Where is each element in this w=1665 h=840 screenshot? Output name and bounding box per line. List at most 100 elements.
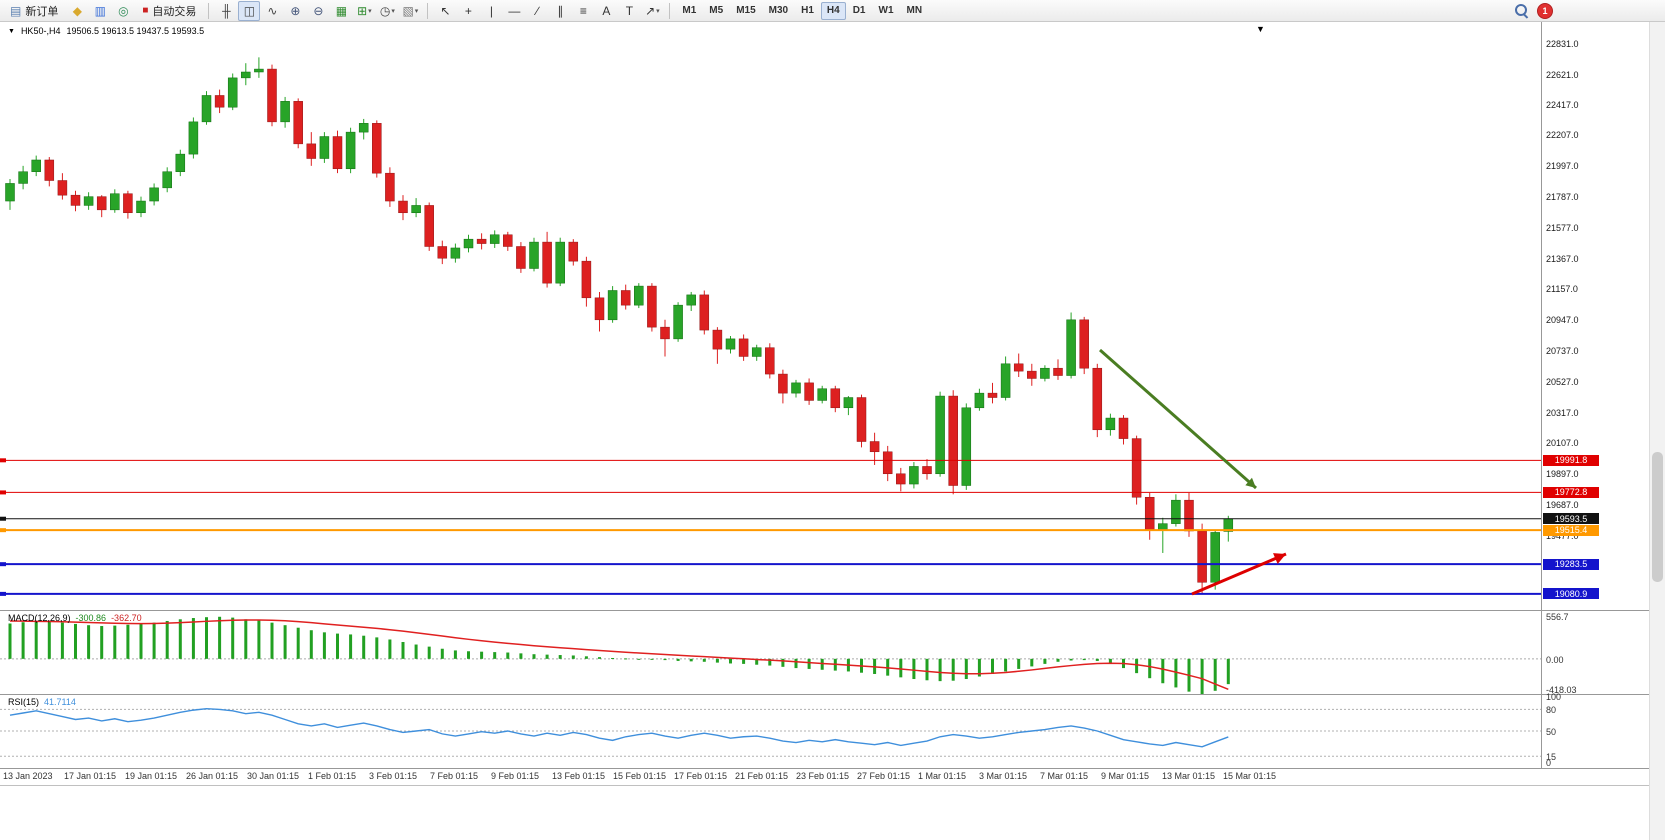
fibonacci-icon: ≡ [579,3,587,18]
auto-trading-button[interactable]: ■ 自动交易 [136,1,202,21]
crosshair-button[interactable]: + [457,1,479,21]
price-axis-border [1541,22,1542,769]
arrows-button[interactable]: ↗ ▾ [641,1,663,21]
price-tag: 19080.9 [1543,588,1599,600]
label-button[interactable]: T [618,1,640,21]
timeframe-m15-button[interactable]: M15 [736,5,756,16]
arrows-dropdown-icon[interactable]: ▾ [656,7,660,15]
templates-icon: ▧ [402,3,414,18]
navigator-icon: ◎ [118,3,129,18]
time-axis-label: 23 Feb 01:15 [796,771,850,781]
timeframe-m5-button[interactable]: M5 [709,5,724,16]
price-axis-label: 20317.0 [1546,407,1579,418]
timeframe-w1-button[interactable]: W1 [878,5,894,16]
trendline-button[interactable]: ∕ [526,1,548,21]
time-axis-label: 1 Mar 01:15 [918,771,967,781]
time-axis-label: 7 Feb 01:15 [430,771,479,781]
price-tag: 19991.8 [1543,454,1599,466]
symbol-dropdown-icon[interactable]: ▼ [8,27,15,35]
scrollbar-thumb[interactable] [1652,452,1663,582]
timeframe-h1-button[interactable]: H1 [801,5,814,16]
macd-signal-value: -362.70 [111,613,142,623]
price-axis-label: 21997.0 [1546,161,1579,172]
periods-dropdown-icon[interactable]: ▾ [391,7,395,15]
time-axis-label: 7 Mar 01:15 [1040,771,1089,781]
new-order-button[interactable]: ▤ 新订单 [4,1,64,21]
arrows-icon: ↗ [645,3,656,18]
draw-tools-group: ↖ + | — ∕ ∥ ≡ A T ↗ ▾ [434,1,663,21]
timeframe-h4-button[interactable]: H4 [820,1,846,20]
time-axis-label: 3 Mar 01:15 [979,771,1028,781]
price-axis-label: 22621.0 [1546,69,1579,80]
templates-dropdown-icon[interactable]: ▾ [414,7,419,15]
zoom-out-button[interactable]: ⊖ [307,1,329,21]
fibonacci-button[interactable]: ≡ [572,1,594,21]
data-window-button[interactable]: ▥ [89,1,111,21]
macd-label: MACD(12,26,9) -300.86 -362.70 [8,613,142,623]
channel-button[interactable]: ∥ [549,1,571,21]
search-icon[interactable] [1514,3,1529,19]
horizontal-line-icon: — [508,3,521,18]
auto-trading-icon: ■ [142,4,149,16]
cursor-button[interactable]: ↖ [434,1,456,21]
vertical-line-button[interactable]: | [480,1,502,21]
vertical-scrollbar[interactable] [1649,22,1665,840]
toolbar: ▤ 新订单 ◆ ▥ ◎ ■ 自动交易 ╫ ◫ ∿ ⊕ ⊖ ▦ ⊞ ▾ ◷ ▾ ▧ ▾ ↖ + | — ∕ ∥ ≡ A T ↗… [0,0,1665,22]
timeframe-m1-button[interactable]: M1 [682,5,697,16]
macd-name: MACD(12,26,9) [8,613,71,623]
text-button[interactable]: A [595,1,617,21]
arrows-group [1099,348,1287,596]
candlestick-chart-button[interactable]: ◫ [238,0,261,21]
rsi-axis-label: 15 [1546,752,1557,763]
rsi-value: 41.7114 [44,697,76,707]
zoom-out-icon: ⊖ [313,3,324,18]
indicators-button[interactable]: ⊞ ▾ [353,1,375,21]
crosshair-icon: + [464,3,472,18]
rsi-axis-label: 100 [1546,692,1562,702]
bar-chart-button[interactable]: ╫ [215,1,237,21]
indicators-dropdown-icon[interactable]: ▾ [368,7,372,15]
notification-badge[interactable]: 1 [1537,2,1553,19]
time-axis-label: 13 Jan 2023 [3,771,53,781]
price-axis-label: 19477.0 [1546,530,1579,541]
navigator-button[interactable]: ◎ [112,1,134,21]
price-axis-label: 20527.0 [1546,376,1579,387]
time-axis-label: 27 Feb 01:15 [857,771,911,781]
macd-axis-label: -418.03 [1546,685,1577,695]
timeframe-d1-button[interactable]: D1 [852,5,866,16]
panel-separator[interactable] [0,694,1650,695]
price-axis-label: 20947.0 [1546,315,1579,326]
line-chart-icon: ∿ [267,3,278,18]
macd-value: -300.86 [75,613,107,623]
trendline-icon: ∕ [536,3,539,18]
horizontal-line-button[interactable]: — [503,1,525,21]
macd-panel[interactable] [0,612,1541,694]
price-axis-label: 22417.0 [1546,99,1579,110]
price-axis-label: 20737.0 [1546,346,1579,357]
label-icon: T [625,3,634,18]
timeframe-m30-button[interactable]: M30 [768,5,789,16]
time-axis-label: 3 Feb 01:15 [369,771,418,781]
ohlc-values: 19506.5 19613.5 19437.5 19593.5 [66,26,205,36]
line-chart-button[interactable]: ∿ [261,1,283,21]
periods-button[interactable]: ◷ ▾ [376,1,398,21]
market-watch-button[interactable]: ◆ [66,1,88,21]
price-axis-label: 19897.0 [1546,469,1579,480]
zoom-in-icon: ⊕ [290,3,301,18]
timeframes-group: M1 M5 M15 M30 H1 H4 D1 W1 MN [676,1,928,20]
zoom-in-button[interactable]: ⊕ [284,1,306,21]
levels-group [0,458,1541,596]
tile-windows-button[interactable]: ▦ [330,1,352,21]
panel-separator[interactable] [0,610,1650,611]
toolbar-separator [208,2,210,19]
rsi-panel[interactable] [0,695,1541,767]
timeframe-mn-button[interactable]: MN [906,5,923,16]
window-toggle-group: ◆ ▥ ◎ [66,1,134,21]
macd-axis-label: 0.00 [1546,654,1564,665]
templates-button[interactable]: ▧ ▾ [399,1,421,21]
market-watch-icon: ◆ [72,3,82,18]
time-axis-label: 15 Feb 01:15 [613,771,667,781]
price-axis-label: 19687.0 [1546,500,1579,510]
indicators-icon: ⊞ [357,3,368,18]
price-chart[interactable] [0,22,1541,610]
